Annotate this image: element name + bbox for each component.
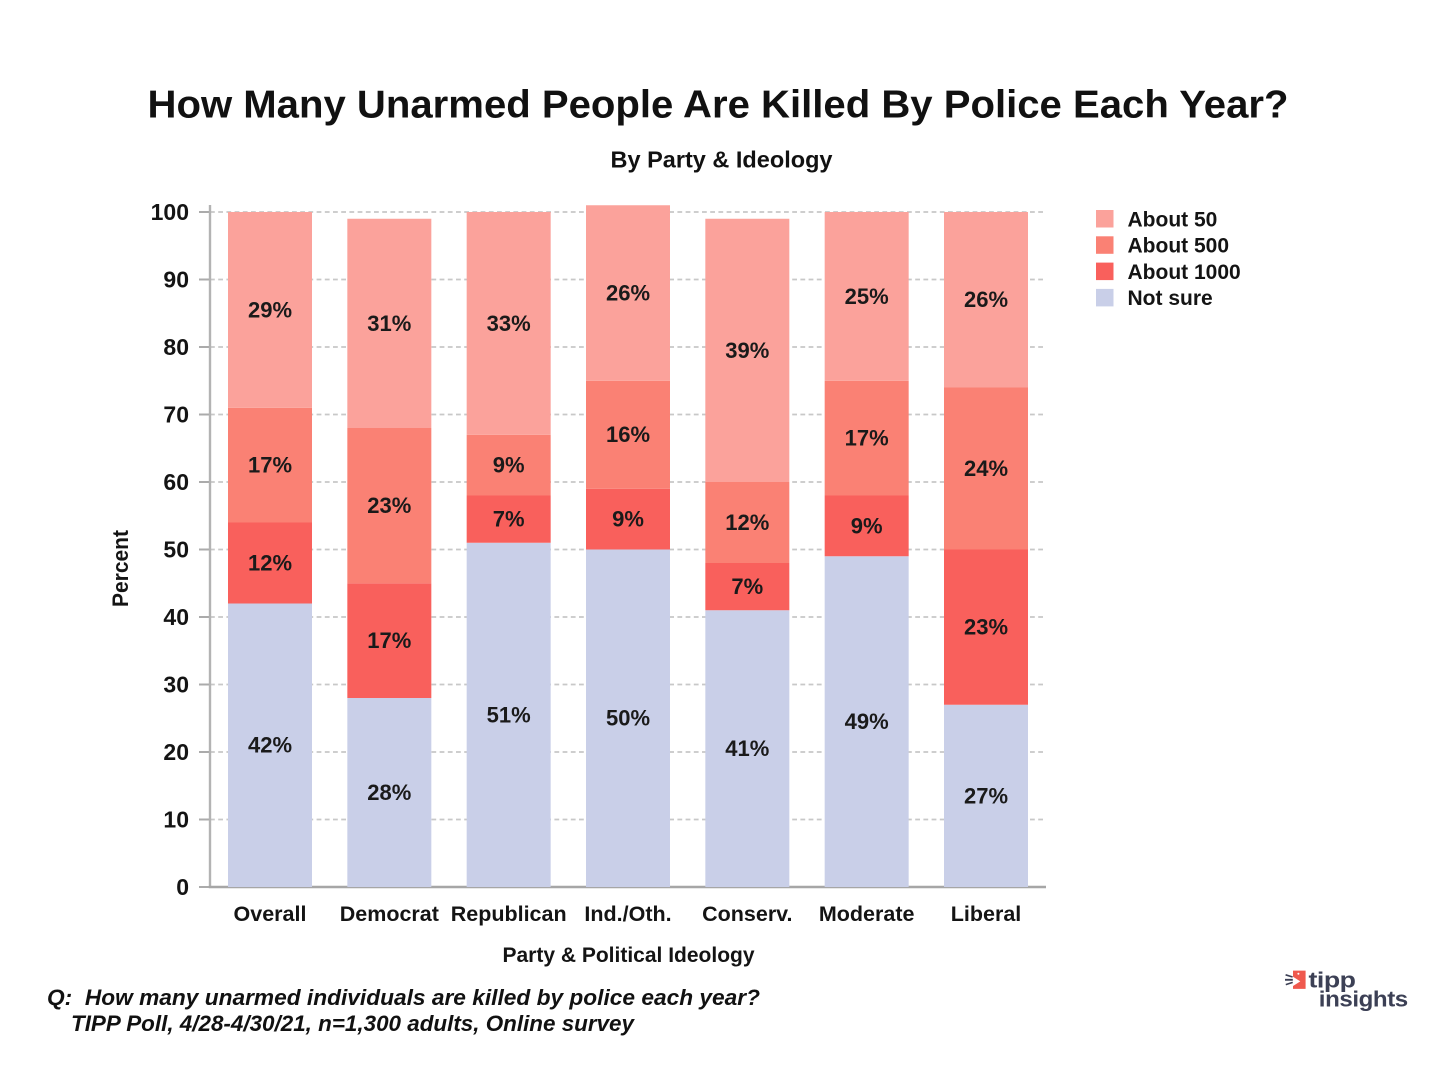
- svg-text:17%: 17%: [845, 426, 889, 451]
- svg-text:16%: 16%: [606, 422, 650, 447]
- svg-text:TIPP Poll, 4/28-4/30/21, n=1,3: TIPP Poll, 4/28-4/30/21, n=1,300 adults,…: [71, 1011, 636, 1036]
- svg-text:7%: 7%: [731, 574, 763, 599]
- svg-text:Republican: Republican: [451, 902, 567, 926]
- svg-text:9%: 9%: [612, 507, 644, 532]
- svg-text:26%: 26%: [606, 280, 650, 305]
- svg-text:About 500: About 500: [1128, 235, 1230, 258]
- svg-text:Democrat: Democrat: [340, 902, 439, 926]
- svg-text:80: 80: [163, 334, 189, 360]
- svg-text:20: 20: [163, 739, 189, 765]
- svg-text:27%: 27%: [964, 783, 1008, 808]
- svg-text:tipp: tipp: [1309, 968, 1356, 993]
- svg-text:Conserv.: Conserv.: [702, 902, 792, 926]
- svg-text:About 50: About 50: [1128, 208, 1218, 231]
- svg-text:33%: 33%: [487, 311, 531, 336]
- svg-text:By Party & Ideology: By Party & Ideology: [611, 147, 833, 173]
- svg-text:23%: 23%: [367, 493, 411, 518]
- svg-text:12%: 12%: [725, 510, 769, 535]
- svg-text:90: 90: [163, 267, 189, 293]
- svg-text:26%: 26%: [964, 287, 1008, 312]
- svg-text:51%: 51%: [487, 702, 531, 727]
- svg-text:29%: 29%: [248, 297, 292, 322]
- svg-text:60: 60: [163, 469, 189, 495]
- svg-text:17%: 17%: [367, 628, 411, 653]
- svg-text:Percent: Percent: [108, 529, 133, 607]
- svg-text:50: 50: [163, 537, 189, 563]
- svg-text:7%: 7%: [493, 507, 525, 532]
- svg-text:9%: 9%: [851, 513, 883, 538]
- svg-text:Party & Political Ideology: Party & Political Ideology: [502, 944, 754, 967]
- svg-text:Overall: Overall: [234, 902, 307, 926]
- svg-text:0: 0: [176, 874, 189, 900]
- svg-text:39%: 39%: [725, 338, 769, 363]
- svg-text:24%: 24%: [964, 456, 1008, 481]
- svg-text:Liberal: Liberal: [951, 902, 1022, 926]
- svg-text:100: 100: [151, 199, 189, 225]
- svg-text:40: 40: [163, 604, 189, 630]
- svg-text:12%: 12%: [248, 550, 292, 575]
- svg-text:70: 70: [163, 402, 189, 428]
- svg-text:31%: 31%: [367, 311, 411, 336]
- svg-text:23%: 23%: [964, 615, 1008, 640]
- svg-text:30: 30: [163, 672, 189, 698]
- svg-text:42%: 42%: [248, 733, 292, 758]
- svg-text:50%: 50%: [606, 706, 650, 731]
- svg-text:49%: 49%: [845, 709, 889, 734]
- svg-text:Not sure: Not sure: [1128, 287, 1213, 310]
- svg-text:insights: insights: [1319, 986, 1408, 1011]
- svg-text:How Many Unarmed People Are Ki: How Many Unarmed People Are Killed By Po…: [148, 84, 1289, 127]
- svg-text:9%: 9%: [493, 453, 525, 478]
- svg-text:25%: 25%: [845, 284, 889, 309]
- svg-text:Ind./Oth.: Ind./Oth.: [584, 902, 671, 926]
- svg-text:10: 10: [163, 807, 189, 833]
- svg-text:About 1000: About 1000: [1128, 261, 1241, 284]
- svg-text:Q: How many unarmed individua: Q: How many unarmed individuals are kill…: [47, 985, 760, 1010]
- svg-text:Moderate: Moderate: [819, 902, 915, 926]
- svg-text:17%: 17%: [248, 453, 292, 478]
- svg-text:28%: 28%: [367, 780, 411, 805]
- svg-text:41%: 41%: [725, 736, 769, 761]
